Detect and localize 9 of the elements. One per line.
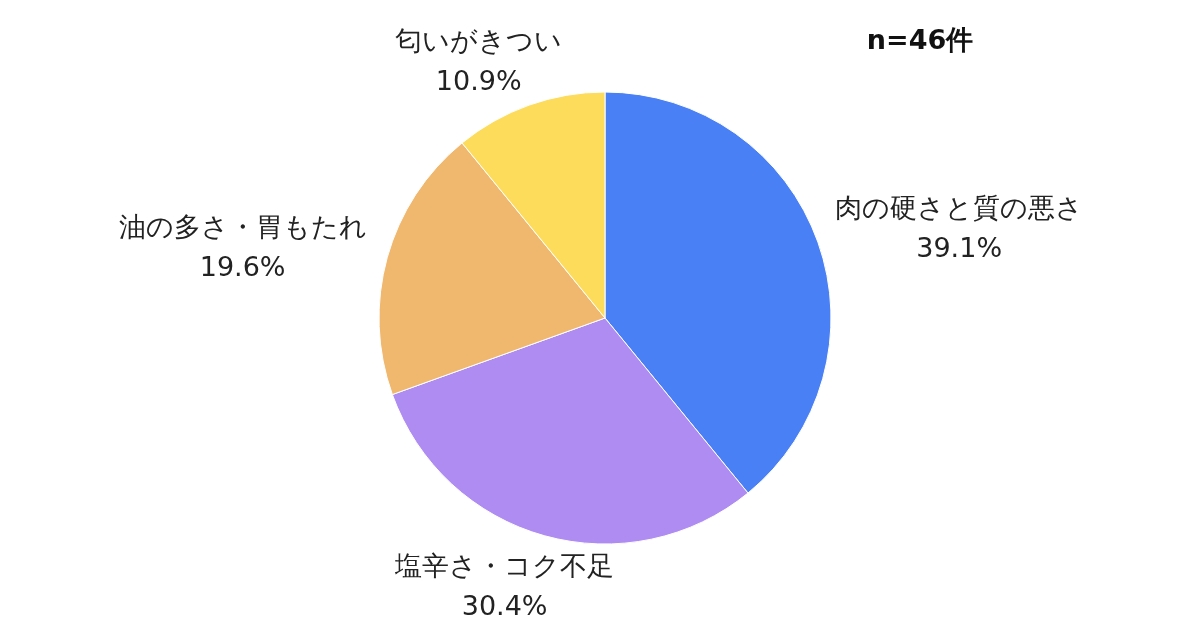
- slice-label: 油の多さ・胃もたれ: [118, 210, 367, 242]
- slice-label: 肉の硬さと質の悪さ: [835, 191, 1084, 223]
- slice-label: 塩辛さ・コク不足: [394, 550, 615, 582]
- data-label: 19.6%: [199, 250, 286, 282]
- chart-subtitle: n=46件: [865, 23, 975, 57]
- data-label: 30.4%: [461, 590, 548, 622]
- slice-label: 匂いがきつい: [395, 24, 563, 56]
- data-label: 39.1%: [916, 231, 1003, 263]
- data-label: 10.9%: [435, 64, 522, 96]
